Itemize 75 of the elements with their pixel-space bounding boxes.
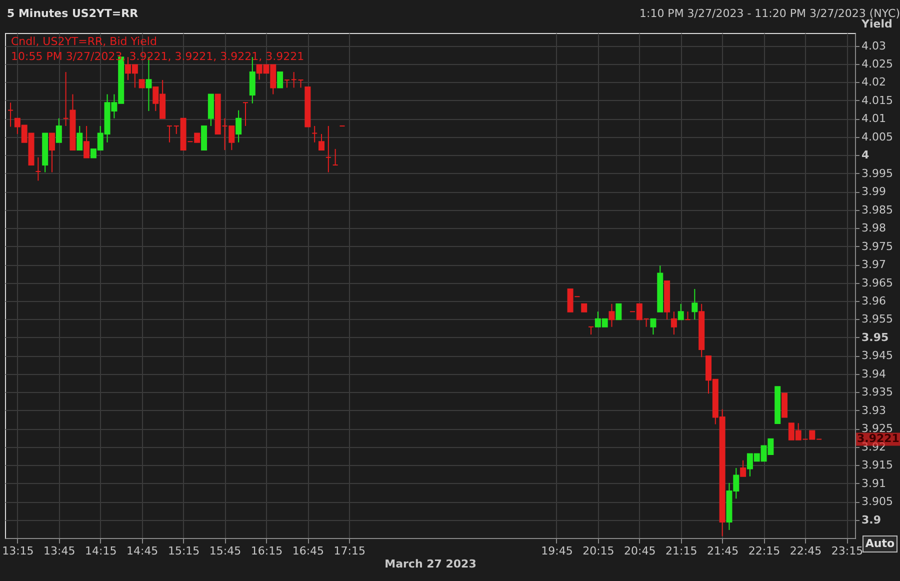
x-tick-label: 14:45 xyxy=(126,544,158,558)
y-tick-label: 3.9 xyxy=(862,513,881,526)
x-tick-label: 20:15 xyxy=(582,544,614,558)
candlestick xyxy=(48,132,55,173)
x-tick-label: 22:45 xyxy=(790,544,822,558)
candlestick xyxy=(325,125,332,173)
candlestick xyxy=(332,148,338,166)
candlestick xyxy=(236,110,242,143)
y-tick-label: 4.005 xyxy=(862,130,893,144)
y-tick-label: 3.96 xyxy=(862,294,886,308)
candlestick xyxy=(242,102,248,126)
x-tick-label: 20:45 xyxy=(624,544,656,558)
chart-title: 5 Minutes US2YT=RR xyxy=(7,7,139,20)
candlestick xyxy=(277,72,284,88)
x-tick-label: 21:15 xyxy=(666,544,698,558)
candlestick xyxy=(312,125,318,143)
chart-subtitle: 1:10 PM 3/27/2023 - 11:20 PM 3/27/2023 (NYC) xyxy=(639,7,900,20)
x-tick-label: 22:15 xyxy=(748,544,780,558)
candlestick xyxy=(650,318,656,336)
candlestick xyxy=(35,156,42,182)
y-tick-label: 3.975 xyxy=(862,240,893,253)
candlestick xyxy=(166,125,172,143)
candlestick xyxy=(8,102,14,128)
candlestick xyxy=(56,118,62,143)
candlestick xyxy=(678,303,684,320)
x-tick-label: 13:45 xyxy=(44,544,76,558)
text: Auto xyxy=(865,537,896,550)
y-tick-label: 3.98 xyxy=(862,222,886,235)
candlestick xyxy=(588,326,594,336)
y-tick-label: 4.015 xyxy=(862,94,893,107)
y-tick-label: 4 xyxy=(862,148,870,162)
candlestick xyxy=(318,134,325,151)
y-tick-label: 3.985 xyxy=(862,203,893,216)
y-tick-label: 3.965 xyxy=(862,276,893,290)
annotation: Cndl, US2YT=RR, Bid Yield xyxy=(11,35,157,48)
y-tick-label: 3.93 xyxy=(862,404,886,417)
candlestick xyxy=(290,72,297,88)
y-tick-label: 3.955 xyxy=(862,312,893,326)
y-tick-label: 3.94 xyxy=(862,367,886,380)
y-tick-label: 3.97 xyxy=(862,258,886,272)
y-tick-label: 3.99 xyxy=(862,185,886,198)
y-tick-label: 3.95 xyxy=(862,330,889,344)
candlestick xyxy=(84,125,90,158)
y-tick-label: 4.03 xyxy=(862,39,886,52)
y-tick-label: 3.995 xyxy=(862,166,893,180)
x-tick-label: 17:15 xyxy=(334,544,366,558)
x-tick-label: 15:15 xyxy=(168,544,200,558)
candlestick xyxy=(616,303,622,320)
y-tick-label: 3.905 xyxy=(862,495,893,508)
candlestick xyxy=(740,460,746,477)
x-tick-label: 21:45 xyxy=(706,544,739,558)
y-tick-label: 4.025 xyxy=(862,57,893,70)
y-axis-title: Yield xyxy=(860,18,892,30)
y-tick-label: 3.945 xyxy=(862,349,893,362)
x-tick-label: 16:45 xyxy=(292,544,324,558)
candlestick xyxy=(76,125,83,151)
y-tick-label: 4.02 xyxy=(862,76,886,89)
y-tick-label: 3.91 xyxy=(862,476,886,490)
x-tick-label: 19:45 xyxy=(541,544,573,558)
candlestick xyxy=(284,80,290,88)
x-tick-label: 14:15 xyxy=(85,544,117,558)
y-tick-label: 3.935 xyxy=(862,386,893,399)
x-tick-label: 23:15 xyxy=(831,544,864,558)
x-tick-label: 15:45 xyxy=(209,544,242,558)
y-tick-label: 3.915 xyxy=(862,458,893,472)
candlestick xyxy=(298,80,304,88)
candlestick xyxy=(684,311,691,320)
candlestick xyxy=(608,303,615,328)
y-tick-label: 4.01 xyxy=(862,112,886,126)
x-axis-title: March 27 2023 xyxy=(384,558,476,570)
annotation: 10:55 PM 3/27/2023, 3.9221, 3.9221, 3.9221, 3.9221 xyxy=(11,50,304,63)
x-tick-label: 13:15 xyxy=(2,544,34,558)
candlestick xyxy=(670,311,677,336)
candlestick xyxy=(692,288,698,320)
x-tick-label: 16:15 xyxy=(250,544,283,558)
